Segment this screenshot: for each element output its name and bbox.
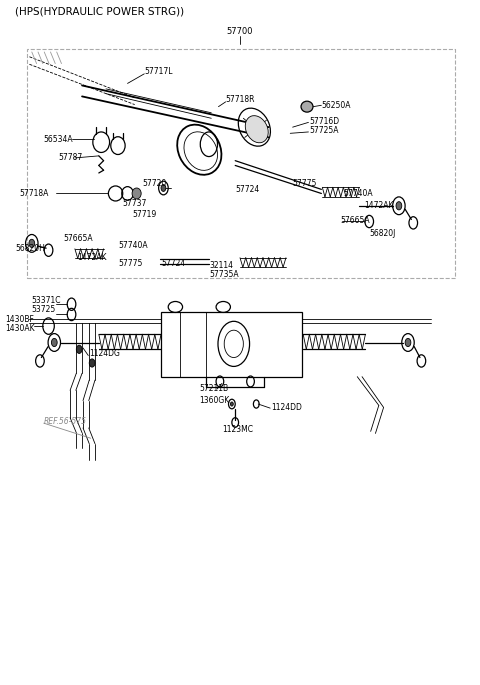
Text: 1123MC: 1123MC bbox=[222, 425, 253, 434]
Text: 1430AK: 1430AK bbox=[5, 324, 35, 334]
Text: 1124DD: 1124DD bbox=[271, 403, 302, 412]
Text: 1430BF: 1430BF bbox=[5, 315, 35, 325]
Text: 57665A: 57665A bbox=[340, 216, 370, 225]
Text: 1472AK: 1472AK bbox=[364, 201, 394, 210]
Text: 57724: 57724 bbox=[161, 259, 185, 268]
Bar bbox=[27, 49, 456, 277]
Text: 57700: 57700 bbox=[227, 27, 253, 36]
Circle shape bbox=[89, 359, 95, 367]
Text: 57740A: 57740A bbox=[343, 189, 372, 198]
Bar bbox=[161, 312, 302, 377]
Text: 57724: 57724 bbox=[235, 185, 260, 194]
Circle shape bbox=[405, 338, 411, 347]
Circle shape bbox=[396, 201, 402, 210]
Text: 57737: 57737 bbox=[123, 199, 147, 208]
Text: 56534A: 56534A bbox=[44, 135, 73, 144]
Text: 56820J: 56820J bbox=[369, 229, 396, 238]
Text: 57787: 57787 bbox=[58, 153, 83, 162]
Text: 56820H: 56820H bbox=[15, 244, 45, 253]
Ellipse shape bbox=[132, 188, 141, 199]
Ellipse shape bbox=[245, 116, 268, 142]
Text: 57717L: 57717L bbox=[144, 67, 173, 76]
Circle shape bbox=[76, 345, 82, 353]
Circle shape bbox=[161, 184, 166, 191]
Ellipse shape bbox=[301, 101, 313, 112]
Text: 53725: 53725 bbox=[32, 306, 56, 314]
Circle shape bbox=[230, 402, 233, 406]
Text: 57725A: 57725A bbox=[310, 126, 339, 135]
Text: 57718R: 57718R bbox=[226, 95, 255, 103]
Circle shape bbox=[29, 239, 35, 247]
Text: 57718A: 57718A bbox=[20, 189, 49, 198]
Text: 57716D: 57716D bbox=[310, 116, 339, 125]
Text: 57775: 57775 bbox=[293, 179, 317, 188]
Text: 57211B: 57211B bbox=[199, 384, 228, 393]
Text: REF.56-575: REF.56-575 bbox=[44, 416, 87, 425]
Text: (HPS(HYDRAULIC POWER STRG)): (HPS(HYDRAULIC POWER STRG)) bbox=[15, 7, 184, 16]
Text: 56250A: 56250A bbox=[322, 101, 351, 110]
Text: 1472AK: 1472AK bbox=[77, 253, 107, 262]
Text: 1360GK: 1360GK bbox=[199, 396, 229, 405]
Text: 57775: 57775 bbox=[118, 259, 143, 268]
Circle shape bbox=[51, 338, 57, 347]
Text: 57720: 57720 bbox=[142, 179, 166, 188]
Text: 57719: 57719 bbox=[132, 210, 156, 219]
Text: 53371C: 53371C bbox=[32, 296, 61, 305]
Text: 57740A: 57740A bbox=[118, 241, 147, 250]
Text: 1124DG: 1124DG bbox=[89, 349, 120, 358]
Text: 57665A: 57665A bbox=[63, 234, 93, 243]
Text: 57735A: 57735A bbox=[210, 271, 240, 279]
Text: 32114: 32114 bbox=[210, 262, 234, 271]
